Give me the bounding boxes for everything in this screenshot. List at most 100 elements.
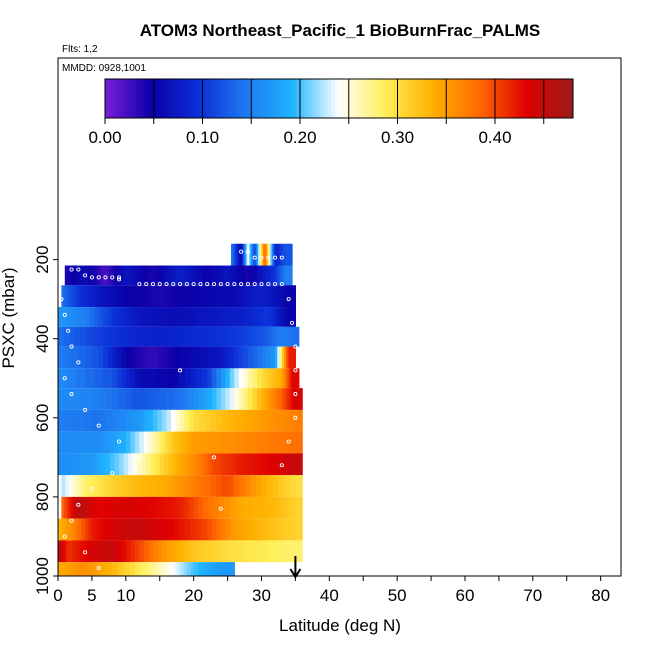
heatmap-cell xyxy=(186,453,191,476)
heatmap-cell xyxy=(166,409,172,432)
colorbar-swatch xyxy=(405,79,410,118)
heatmap-cell xyxy=(286,265,289,286)
heatmap-cell xyxy=(85,346,93,369)
heatmap-cell xyxy=(96,453,102,476)
heatmap-cell xyxy=(95,285,100,308)
heatmap-cell xyxy=(292,326,294,347)
colorbar-swatch xyxy=(409,79,414,118)
heatmap-cell xyxy=(132,453,138,476)
chart-title: ATOM3 Northeast_Pacific_1 BioBurnFrac_PA… xyxy=(140,21,541,40)
sample-point xyxy=(273,282,278,287)
heatmap-cell xyxy=(224,496,231,519)
heatmap-cell xyxy=(275,368,280,389)
heatmap-cell xyxy=(284,540,291,563)
heatmap-cell xyxy=(289,475,297,497)
heatmap-cell xyxy=(280,243,283,266)
heatmap-cell xyxy=(226,562,229,576)
heatmap-cell xyxy=(247,243,250,266)
heatmap-cell xyxy=(162,475,168,497)
heatmap-cell xyxy=(268,285,273,308)
y-tick-label: 800 xyxy=(33,483,52,511)
heatmap-cell xyxy=(103,496,109,519)
colorbar-swatch xyxy=(124,79,129,118)
colorbar-swatch xyxy=(420,79,426,118)
heatmap-cell xyxy=(242,243,245,266)
colorbar-swatch xyxy=(475,79,480,118)
heatmap-cell xyxy=(261,265,267,286)
heatmap-cell xyxy=(286,326,290,347)
colorbar-swatch xyxy=(440,79,445,118)
heatmap-cell xyxy=(238,540,246,563)
heatmap-cell xyxy=(292,285,294,308)
heatmap-cell xyxy=(256,346,263,369)
colorbar-swatch xyxy=(358,79,363,118)
heatmap-cell xyxy=(243,346,249,369)
heatmap-cell xyxy=(289,307,292,327)
colorbar-swatch xyxy=(514,79,519,118)
heatmap-cell xyxy=(250,540,257,563)
heatmap-cell xyxy=(281,307,286,327)
heatmap-cell xyxy=(275,326,280,347)
heatmap-cell xyxy=(220,368,226,389)
heatmap-cell xyxy=(263,496,271,519)
heatmap-cell xyxy=(266,346,272,369)
heatmap-cell xyxy=(77,475,82,497)
heatmap-cell xyxy=(269,496,276,519)
colorbar-swatch xyxy=(276,79,281,118)
heatmap-cell xyxy=(266,265,272,286)
heatmap-cell xyxy=(295,409,298,432)
heatmap-cell xyxy=(58,346,66,369)
heatmap-cell xyxy=(238,346,244,369)
heatmap-cell xyxy=(150,368,157,389)
heatmap-cell xyxy=(207,518,213,541)
heatmap-cell xyxy=(167,584,169,608)
heatmap-cell xyxy=(214,453,220,476)
heatmap-cell xyxy=(244,540,251,563)
heatmap-cell xyxy=(199,540,206,563)
heatmap-cell xyxy=(125,265,131,286)
heatmap-cell xyxy=(238,475,246,497)
heatmap-cell xyxy=(130,518,136,541)
heatmap-cell xyxy=(271,243,274,266)
down-arrow-icon xyxy=(289,568,302,579)
heatmap-cell xyxy=(267,409,274,432)
heatmap-cell xyxy=(284,285,286,308)
heatmap-cell xyxy=(188,326,195,347)
heatmap-cell xyxy=(301,475,303,497)
heatmap-cell xyxy=(256,518,263,541)
heatmap-cell xyxy=(254,243,258,266)
heatmap-cell xyxy=(296,326,299,347)
heatmap-cell xyxy=(180,388,186,410)
heatmap-cell xyxy=(264,368,269,389)
colorbar-tick-label: 0.00 xyxy=(88,128,121,147)
heatmap-cell xyxy=(116,475,122,497)
colorbar-swatch xyxy=(311,79,317,118)
heatmap-cell xyxy=(173,562,178,576)
sample-point xyxy=(218,282,223,287)
heatmap-cell xyxy=(286,453,292,476)
heatmap-cell xyxy=(243,431,249,454)
heatmap-cell xyxy=(94,475,100,497)
heatmap-cell xyxy=(275,243,278,266)
colorbar-tick-label: 0.30 xyxy=(381,128,414,147)
heatmap-cell xyxy=(121,346,127,369)
heatmap-cell xyxy=(71,307,77,327)
heatmap-cell xyxy=(189,265,195,286)
heatmap-cell xyxy=(139,346,145,369)
heatmap-cell xyxy=(119,265,124,286)
heatmap-cell xyxy=(259,453,265,476)
heatmap-cell xyxy=(264,326,269,347)
heatmap-cell xyxy=(184,265,190,286)
heatmap-cell xyxy=(171,346,177,369)
heatmap-cell xyxy=(233,540,240,563)
heatmap-cell xyxy=(148,285,155,308)
colorbar-swatch xyxy=(483,79,488,118)
heatmap-cell xyxy=(272,453,278,476)
heatmap-cell xyxy=(63,584,65,608)
x-tick-label: 50 xyxy=(388,586,407,605)
heatmap-cell xyxy=(125,409,134,432)
sample-point xyxy=(76,360,81,365)
heatmap-cell xyxy=(278,243,281,266)
heatmap-cell xyxy=(175,265,181,286)
heatmap-cell xyxy=(152,388,161,410)
